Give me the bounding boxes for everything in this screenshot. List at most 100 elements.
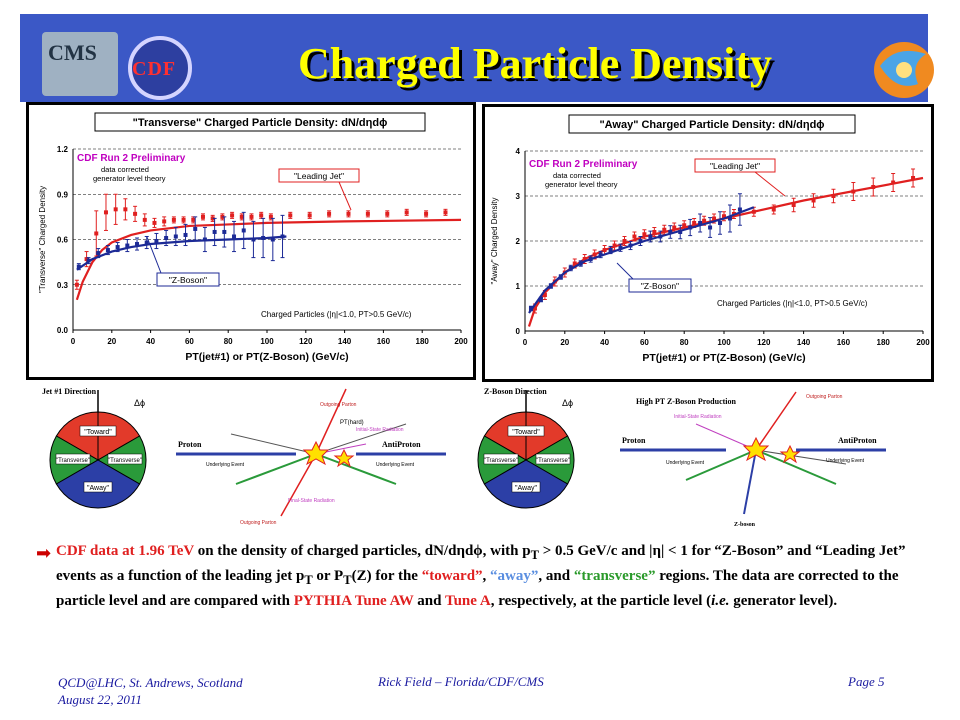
outgoing-parton-top: Outgoing Parton <box>320 402 357 408</box>
generator-level-label: generator level theory <box>545 180 618 189</box>
body-sub-2: T <box>304 573 313 587</box>
away-label-right: "Away" <box>515 485 537 492</box>
data-point <box>183 232 188 237</box>
x-tick-label: 100 <box>260 337 274 346</box>
final-state-label: Final-State Radiation <box>288 498 335 504</box>
data-point <box>911 176 916 180</box>
chart-title-box <box>94 112 426 132</box>
data-point <box>718 221 723 225</box>
x-tick-label: 140 <box>797 338 811 347</box>
jet-region-pie: Jet #1 Direction Δϕ "Toward" "Transverse… <box>42 387 147 509</box>
toward-label-right: "Toward" <box>512 429 540 436</box>
data-point <box>692 221 697 225</box>
cms-logo: CMS <box>42 32 118 96</box>
data-point <box>385 211 390 216</box>
data-point <box>191 217 196 222</box>
underlying-event-left-b: Underlying Event <box>376 462 415 468</box>
delta-phi-symbol: Δϕ <box>134 398 145 408</box>
leading-jet-legend-box <box>694 158 776 173</box>
leading-jet-pointer <box>338 181 352 211</box>
body-tune-a: Tune A <box>444 593 491 609</box>
data-point <box>307 213 312 218</box>
footer-date: August 22, 2011 <box>58 692 142 707</box>
generator-level-label: generator level theory <box>93 174 166 183</box>
body-and-2: and <box>413 593 445 609</box>
leading-jet-legend: "Leading Jet" <box>710 161 760 171</box>
data-point <box>123 207 128 212</box>
data-point <box>558 275 563 279</box>
x-tick-label: 140 <box>338 337 352 346</box>
data-point <box>538 297 543 302</box>
data-point <box>891 180 896 185</box>
body-sub-1: T <box>530 548 539 562</box>
data-point <box>164 235 169 240</box>
data-point <box>722 214 726 219</box>
data-point <box>602 248 607 252</box>
zboson-event-diagram: High PT Z-Boson Production Proton AntiPr… <box>620 391 886 528</box>
away-density-chart-panel: 0 1 2 3 4 0 20 40 60 80 100 120 140 160 180 200 "Away" C… <box>482 104 934 382</box>
chart-title-box <box>568 114 856 134</box>
y-tick-label: 2 <box>516 237 521 246</box>
data-point <box>588 257 593 261</box>
y-tick-label: 0.0 <box>57 326 69 335</box>
data-point <box>642 232 647 237</box>
zboson-label: Z-boson <box>734 522 756 528</box>
data-point <box>548 284 553 288</box>
data-point <box>542 293 547 297</box>
transverse-label-left: "Transverse" <box>56 458 90 464</box>
data-point <box>618 245 623 250</box>
data-point <box>771 207 776 212</box>
data-point <box>251 237 256 242</box>
body-comma: , <box>482 568 491 584</box>
cdf-logo-ring <box>128 36 192 100</box>
proton-label: Proton <box>178 440 202 449</box>
data-point <box>202 237 207 242</box>
leading-jet-pointer <box>754 171 786 197</box>
x-tick-label: 180 <box>416 337 430 346</box>
x-tick-label: 200 <box>916 338 930 347</box>
data-point <box>424 211 429 216</box>
x-axis-label: PT(jet#1) or PT(Z-Boson) (GeV/c) <box>185 351 348 363</box>
data-point <box>241 228 246 233</box>
data-point <box>791 203 796 207</box>
pt-hard-label: PT(hard) <box>340 420 364 426</box>
transverse-label-right: "Transverse" <box>108 458 142 464</box>
cuts-label: Charged Particles (|η|<1.0, PT>0.5 GeV/c… <box>717 299 868 308</box>
data-point <box>288 213 293 218</box>
underlying-event-right-a: Underlying Event <box>666 460 705 466</box>
footer-venue: QCD@LHC, St. Andrews, Scotland August 22… <box>58 674 243 708</box>
data-point <box>688 225 693 230</box>
underlying-event-right-b: Underlying Event <box>826 458 865 464</box>
data-point <box>612 243 617 248</box>
outgoing-parton-bottom: Outgoing Parton <box>240 520 277 526</box>
x-tick-label: 60 <box>640 338 649 347</box>
body-and-1: , and <box>538 568 574 584</box>
body-text-6: regions. The data are corrected to the p… <box>56 568 899 609</box>
data-point <box>658 234 663 239</box>
data-point <box>125 243 130 248</box>
high-pt-z-label: High PT Z-Boson Production <box>636 397 737 406</box>
body-transverse: “transverse” <box>573 568 656 584</box>
data-point <box>638 239 643 243</box>
y-axis-label: "Transverse" Charged Density <box>38 186 47 293</box>
data-point <box>404 210 409 215</box>
data-point <box>154 239 159 244</box>
data-point <box>632 234 637 239</box>
data-point <box>592 252 597 257</box>
x-axis-label: PT(jet#1) or PT(Z-Boson) (GeV/c) <box>642 352 805 364</box>
y-tick-label: 3 <box>516 192 521 201</box>
data-point <box>259 213 264 218</box>
transverse-density-chart: 0.0 0.3 0.6 0.9 1.2 0 20 40 60 80 100 120 140 160 180 2… <box>38 112 468 363</box>
x-tick-label: 0 <box>523 338 528 347</box>
theory-curve-leading-jet <box>75 218 462 301</box>
data-point <box>212 229 217 234</box>
body-sub-3: T <box>343 573 352 587</box>
body-text-2: on the density of charged particles, dN/… <box>193 543 531 559</box>
data-point <box>346 211 351 216</box>
preliminary-label: CDF Run 2 Preliminary <box>529 159 638 170</box>
x-tick-label: 200 <box>454 337 468 346</box>
data-point <box>76 264 81 269</box>
data-point <box>173 234 178 239</box>
data-point <box>652 230 657 234</box>
data-point <box>568 266 573 270</box>
